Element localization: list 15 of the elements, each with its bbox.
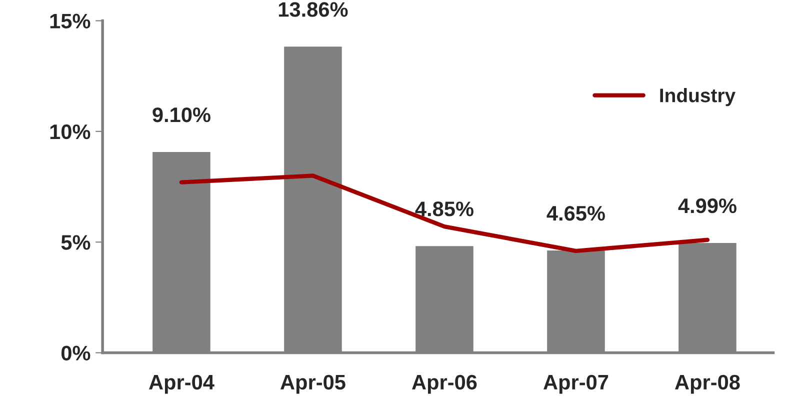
- x-tick-label: Apr-04: [148, 374, 214, 394]
- y-tick-label: 0%: [61, 346, 90, 361]
- x-tick-label: Apr-08: [674, 374, 740, 394]
- x-tick-label: Apr-06: [412, 374, 477, 394]
- x-tick-label: Apr-05: [280, 374, 346, 394]
- legend-label: Industry: [660, 88, 736, 106]
- y-tick-label: 15%: [50, 14, 90, 29]
- data-label: 4.99%: [678, 198, 736, 214]
- x-tick-label: Apr-07: [543, 374, 608, 394]
- data-label: 4.85%: [415, 202, 474, 216]
- data-label: 4.65%: [546, 206, 605, 221]
- data-label: 9.10%: [152, 107, 210, 122]
- data-label: 13.86%: [278, 2, 348, 17]
- y-tick-label: 5%: [61, 235, 90, 250]
- y-tick-label: 10%: [50, 124, 90, 140]
